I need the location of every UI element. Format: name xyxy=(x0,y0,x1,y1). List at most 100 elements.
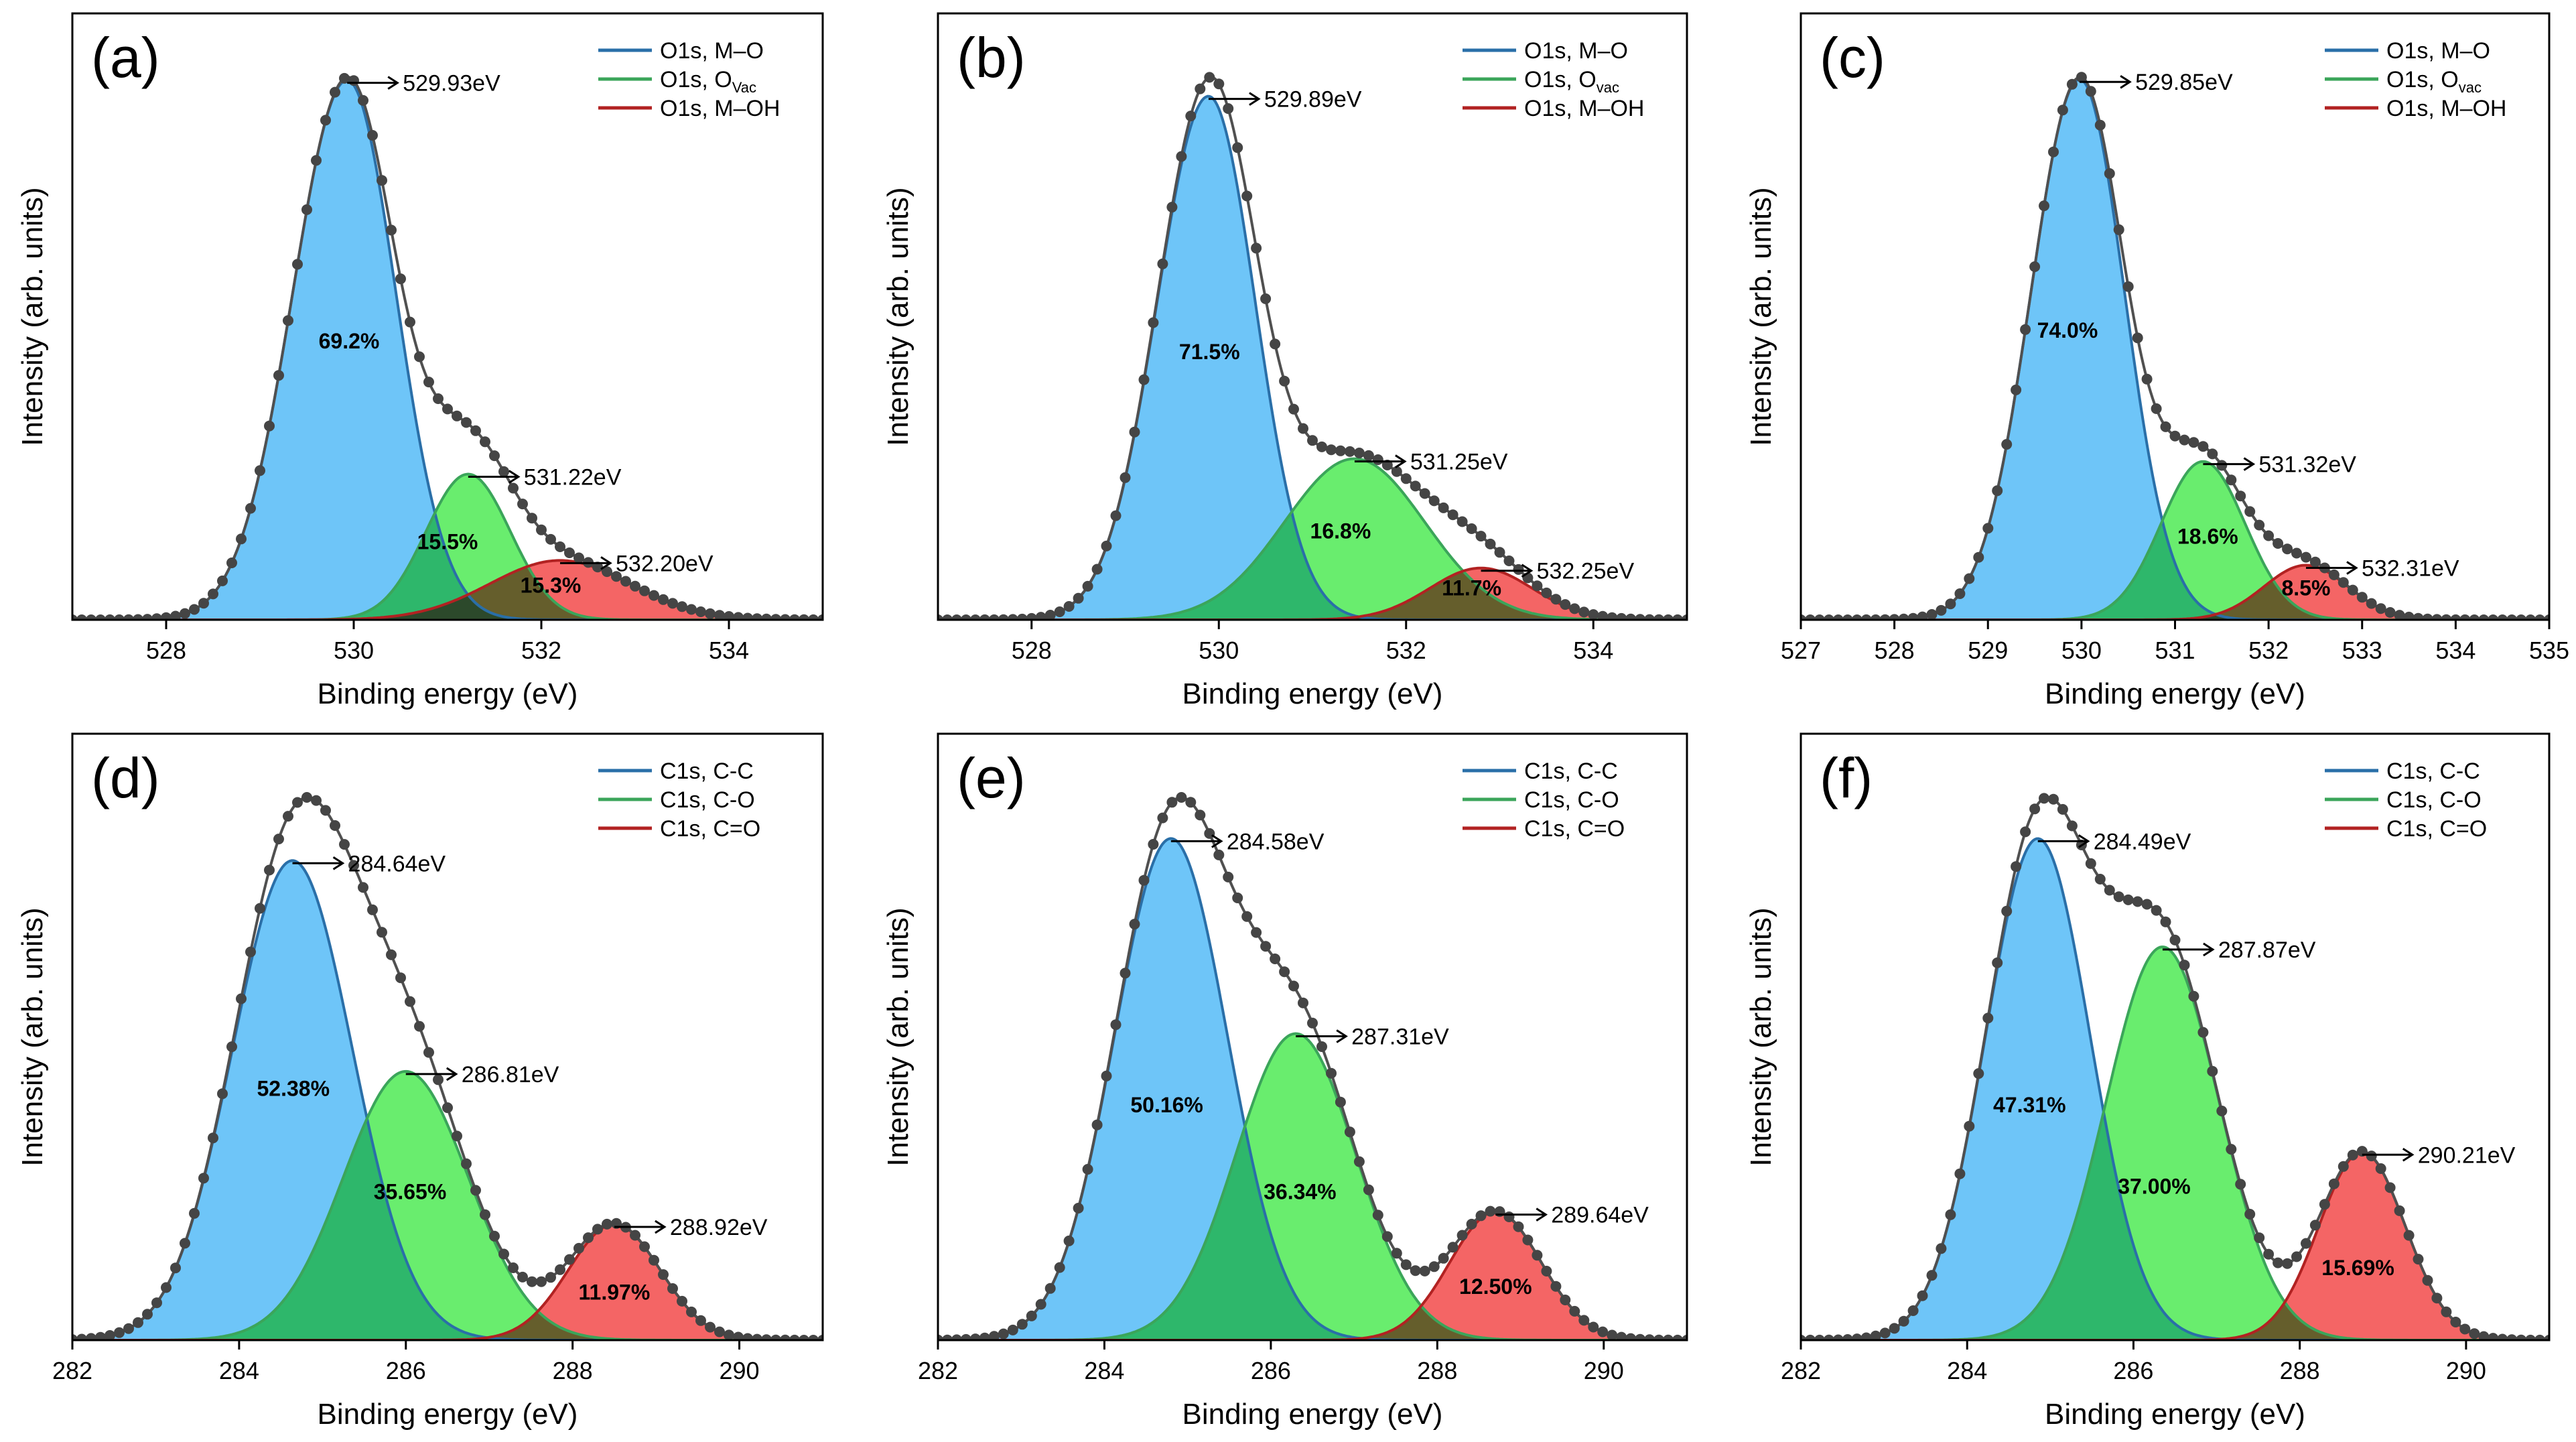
data-point xyxy=(1466,1218,1477,1230)
data-point xyxy=(2011,384,2022,395)
data-point xyxy=(1541,1266,1552,1276)
data-point xyxy=(1044,610,1056,620)
data-point xyxy=(1964,1120,1975,1132)
data-point xyxy=(1456,1230,1468,1241)
data-point xyxy=(2488,614,2499,620)
data-point xyxy=(283,811,293,822)
area-percentage: 11.7% xyxy=(1442,576,1501,600)
data-point xyxy=(2413,1254,2424,1265)
data-point xyxy=(1682,614,1687,620)
data-point xyxy=(2422,1274,2433,1286)
legend-entry: O1s, M–O xyxy=(2386,38,2490,64)
peak-fill-3 xyxy=(72,560,823,620)
data-point xyxy=(1653,614,1665,620)
data-point xyxy=(255,465,265,476)
panel-f: 282 284 286 288 290 Binding energy (eV) Intens… xyxy=(1745,732,2551,1431)
x-tick-label: 529 xyxy=(1968,637,2008,664)
data-point xyxy=(733,1331,744,1340)
data-point xyxy=(1945,1209,1956,1220)
x-tick-label: 286 xyxy=(386,1357,426,1384)
area-percentage: 36.34% xyxy=(1264,1179,1337,1203)
data-point xyxy=(1260,293,1272,304)
data-point xyxy=(1213,849,1225,860)
data-point xyxy=(442,1102,453,1114)
y-axis-label: Intensity (arb. units) xyxy=(1745,187,1777,446)
data-point xyxy=(2366,598,2377,609)
data-point xyxy=(1185,797,1197,808)
peak-fill-2 xyxy=(72,1071,823,1340)
x-tick-label: 284 xyxy=(1084,1357,1124,1384)
data-point xyxy=(1326,1067,1337,1079)
data-point xyxy=(1391,466,1402,477)
x-tick-label: 534 xyxy=(709,637,749,664)
data-point xyxy=(2506,1334,2518,1340)
data-point xyxy=(1007,614,1018,620)
data-point xyxy=(1851,614,1862,620)
peak-label: 531.32eV xyxy=(2258,452,2356,478)
data-point xyxy=(808,1335,819,1340)
data-point xyxy=(461,417,472,428)
data-point xyxy=(1823,614,1834,620)
data-point xyxy=(938,1334,943,1340)
data-point xyxy=(2291,547,2302,559)
data-point xyxy=(105,1330,115,1340)
y-axis-label: Intensity (arb. units) xyxy=(882,907,914,1166)
legend-entry: C1s, C-C xyxy=(1524,759,1618,784)
data-point xyxy=(1438,502,1449,513)
legend-entry: C1s, C=O xyxy=(660,816,760,842)
data-point xyxy=(602,1218,612,1230)
plot-area xyxy=(938,72,1687,620)
data-point xyxy=(1316,1041,1327,1052)
data-point xyxy=(770,614,781,620)
peak-arrowhead xyxy=(2346,561,2358,575)
x-tick-label: 527 xyxy=(1781,637,1821,664)
data-point xyxy=(1195,83,1206,94)
data-point xyxy=(1232,142,1243,153)
peak-label: 289.64eV xyxy=(1551,1203,1649,1228)
data-point xyxy=(1213,78,1225,90)
data-point xyxy=(2328,1178,2340,1189)
data-point xyxy=(2337,1161,2349,1172)
data-point xyxy=(1663,614,1674,620)
data-point xyxy=(2216,460,2228,471)
data-point xyxy=(1063,601,1075,612)
data-point xyxy=(742,1333,753,1340)
peak-label: 284.64eV xyxy=(348,851,446,876)
data-point xyxy=(630,1230,640,1241)
data-point xyxy=(1964,573,1975,584)
peak-arrowhead xyxy=(1336,1029,1348,1043)
data-point xyxy=(339,72,350,84)
panel-c: 527 528 529 530 531 532 533 534 535 Binding energ… xyxy=(1745,12,2569,710)
data-point xyxy=(1578,1315,1590,1326)
data-point xyxy=(2469,614,2480,620)
plot-area xyxy=(1801,72,2549,620)
data-point xyxy=(742,612,753,620)
data-point xyxy=(151,613,162,620)
data-point xyxy=(189,604,200,615)
data-point xyxy=(2394,1205,2405,1216)
data-point xyxy=(667,1283,678,1294)
data-point xyxy=(1663,1334,1674,1340)
legend-entry: C1s, C-O xyxy=(660,787,755,813)
legend-entry: O1s, M–OH xyxy=(2386,96,2506,121)
data-point xyxy=(72,614,78,620)
data-point xyxy=(348,75,359,86)
data-point xyxy=(76,1333,87,1340)
peak-arrowhead xyxy=(1521,564,1534,578)
data-point xyxy=(226,1041,237,1053)
data-point xyxy=(105,614,115,620)
data-point xyxy=(555,1264,565,1275)
data-point xyxy=(95,1331,106,1340)
x-tick-label: 288 xyxy=(1417,1357,1457,1384)
data-point xyxy=(470,1185,481,1196)
data-point xyxy=(264,420,275,432)
data-point xyxy=(2309,556,2321,568)
data-point xyxy=(2282,543,2293,555)
peak-arrowhead xyxy=(2243,457,2256,471)
data-point xyxy=(2207,1065,2218,1077)
data-point xyxy=(1410,480,1421,492)
data-point xyxy=(498,466,509,477)
data-point xyxy=(1917,1290,1928,1301)
data-point xyxy=(536,1276,547,1287)
data-point xyxy=(630,580,640,592)
